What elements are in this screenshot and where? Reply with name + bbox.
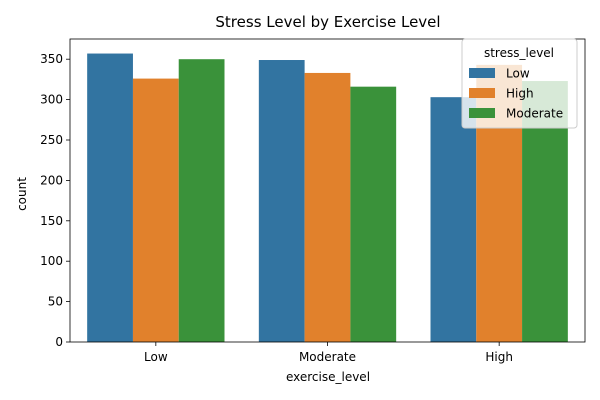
bar-moderate-high (304, 72, 351, 342)
bar-low-moderate (178, 59, 225, 342)
legend-label-high: High (506, 87, 534, 101)
y-tick-label: 0 (55, 335, 63, 349)
legend-swatch-high (469, 88, 495, 98)
y-tick-label: 300 (40, 93, 63, 107)
x-axis: Low Moderate High (144, 342, 513, 364)
y-tick-label: 50 (48, 295, 63, 309)
legend-label-moderate: Moderate (506, 107, 563, 121)
bar-moderate-moderate (350, 86, 397, 342)
legend-label-low: Low (506, 67, 530, 81)
legend-box (461, 38, 578, 129)
x-tick-label: Moderate (299, 350, 356, 364)
bars-group (87, 53, 568, 343)
legend: stress_level Low High Moderate (461, 38, 578, 129)
bar-low-low (87, 53, 133, 342)
chart-title: Stress Level by Exercise Level (215, 13, 440, 31)
y-tick-label: 350 (40, 52, 63, 66)
y-tick-label: 150 (40, 214, 63, 228)
x-axis-label: exercise_level (286, 370, 370, 384)
legend-swatch-low (469, 68, 495, 78)
legend-title: stress_level (484, 46, 554, 60)
y-tick-label: 200 (40, 173, 63, 187)
bar-moderate-low (258, 60, 305, 342)
x-tick-label: Low (144, 350, 168, 364)
plot-frame (69, 38, 586, 343)
bar-low-high (132, 78, 179, 342)
x-tick-label: High (485, 350, 513, 364)
y-tick-label: 250 (40, 133, 63, 147)
y-axis: 0 50 100 150 200 250 300 350 (40, 52, 70, 349)
legend-swatch-moderate (469, 108, 495, 118)
bar-high-low (430, 97, 477, 343)
y-axis-label: count (15, 177, 29, 211)
y-tick-label: 100 (40, 254, 63, 268)
